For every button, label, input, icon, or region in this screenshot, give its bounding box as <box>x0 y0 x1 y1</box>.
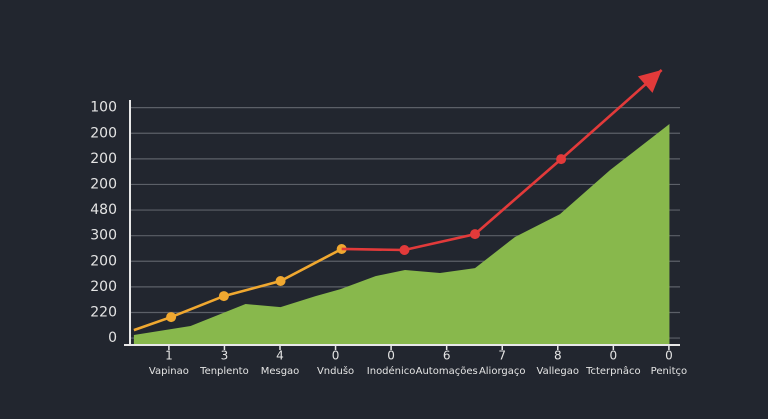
x-tick-number: 4 <box>276 349 284 363</box>
point <box>166 312 177 323</box>
x-tick-label: Vapinao <box>149 366 189 377</box>
y-tick-label: 300 <box>90 228 117 244</box>
x-tick-number: 6 <box>443 349 451 363</box>
y-tick-label: 200 <box>90 176 117 192</box>
point <box>470 229 480 240</box>
y-tick-label: 220 <box>90 304 117 320</box>
x-tick-number: 0 <box>332 349 340 363</box>
point <box>275 275 286 286</box>
x-tick-number: 0 <box>387 349 395 363</box>
x-tick-number: 1 <box>165 349 173 363</box>
x-tick-label: Mesgao <box>261 366 300 377</box>
y-tick-label: 200 <box>90 151 117 167</box>
x-tick-label: Penitço <box>651 366 687 377</box>
x-tick-number: 3 <box>221 349 229 363</box>
arrow-head <box>637 70 662 93</box>
x-tick-label: Aliorgaço <box>479 366 526 377</box>
x-tick-label: Tenplento <box>199 366 249 377</box>
point <box>556 154 567 165</box>
y-tick-label: 200 <box>90 253 117 269</box>
x-tick-label: Tcterpnâco <box>585 365 641 377</box>
y-tick-label: 100 <box>90 100 117 116</box>
x-tick-number: 0 <box>610 349 618 363</box>
point <box>399 245 410 256</box>
x-tick-label: Inodénico <box>367 365 416 377</box>
x-tick-number: 7 <box>498 349 506 363</box>
y-tick-label: 200 <box>90 125 117 141</box>
y-tick-label: 480 <box>90 202 117 218</box>
x-tick-label: Vallegao <box>537 366 580 377</box>
x-tick-number: 8 <box>554 349 562 363</box>
y-tick-label: 200 <box>90 279 117 295</box>
x-tick-number: 0 <box>665 349 673 363</box>
x-tick-label: Vndušo <box>317 365 354 377</box>
x-tick-label: Automações <box>416 366 478 377</box>
y-tick-label: 0 <box>108 330 117 346</box>
point <box>218 291 229 302</box>
area <box>133 124 670 345</box>
